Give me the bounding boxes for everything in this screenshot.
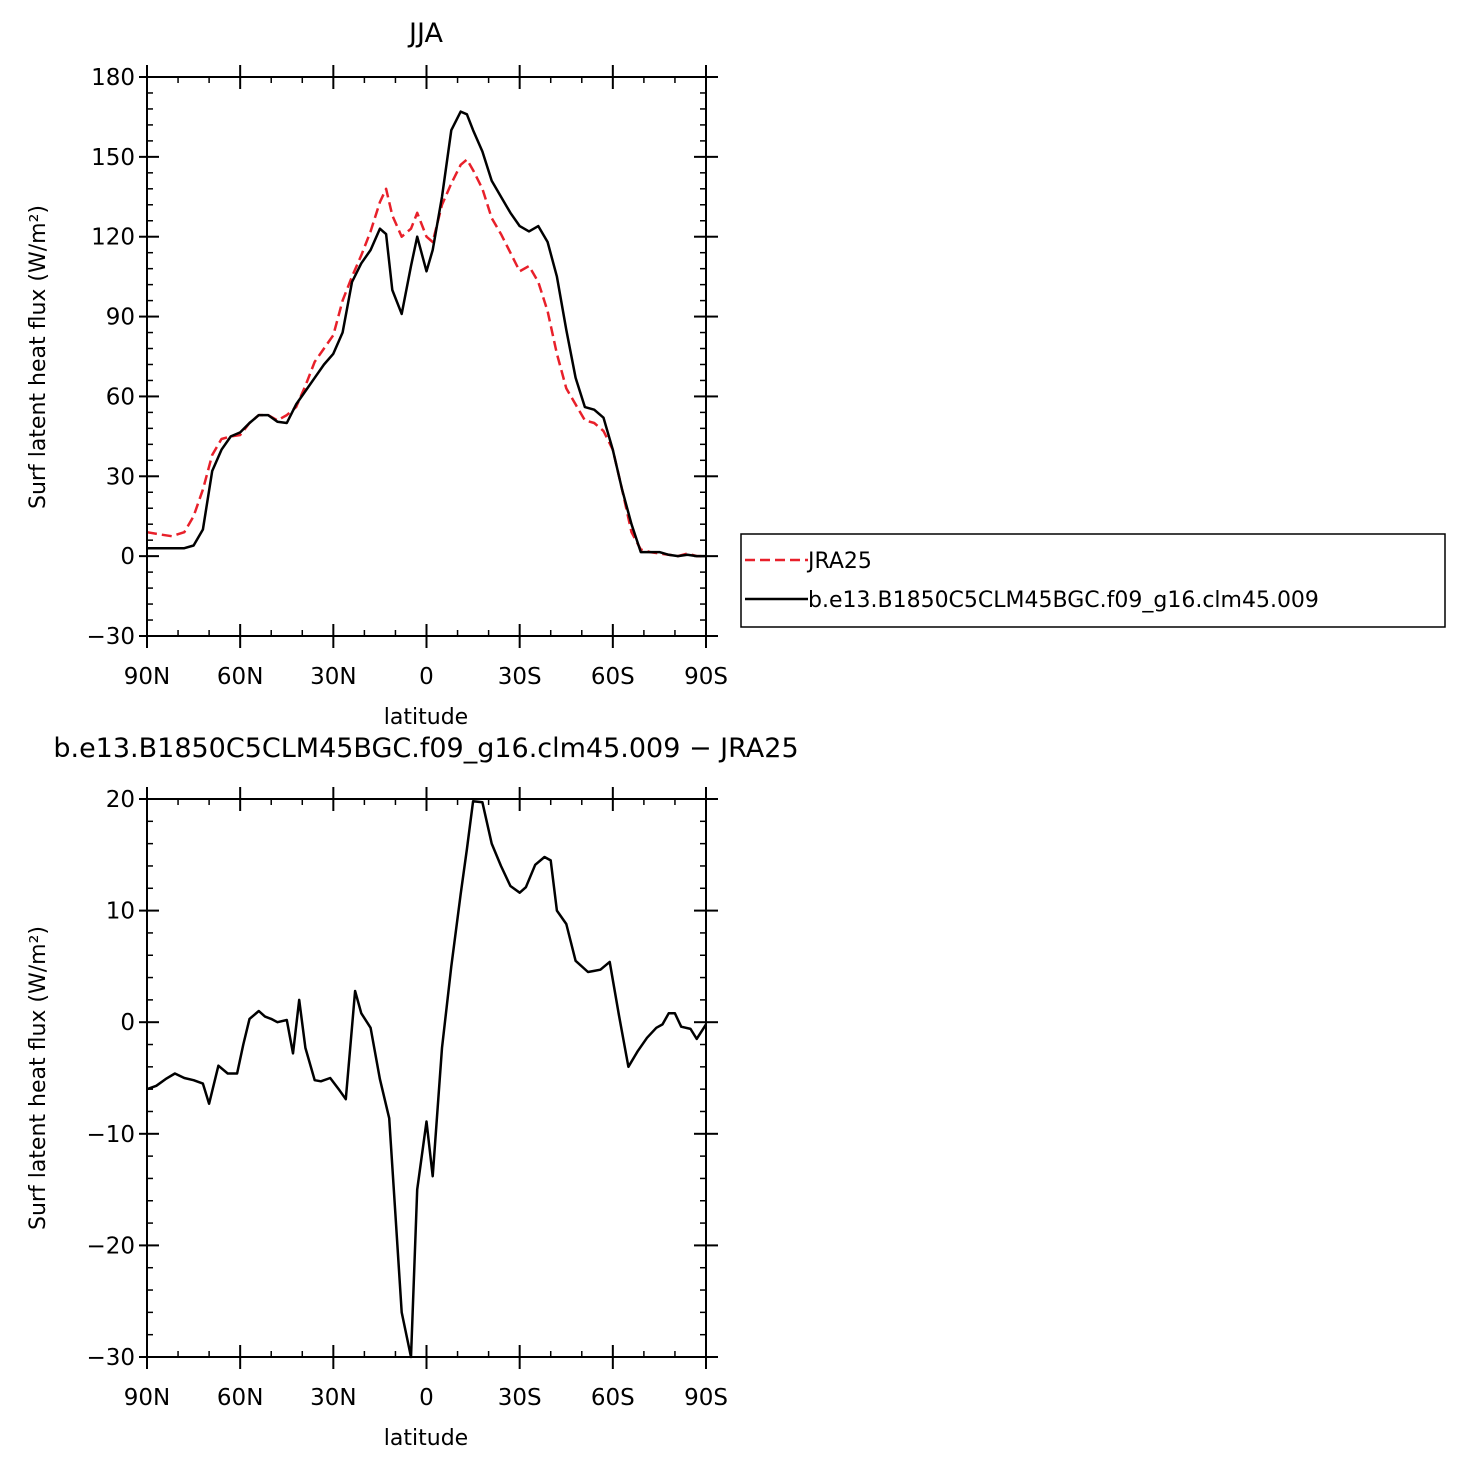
top-plot-frame <box>146 76 707 637</box>
bottom-xtick-label: 90S <box>684 1385 728 1411</box>
legend-box <box>740 533 1446 628</box>
bottom-ytick-label: −10 <box>86 1122 135 1148</box>
top-chart-title: JJA <box>407 18 443 49</box>
top-panel: JJA Surf latent heat flux (W/m²) latitud… <box>26 18 728 730</box>
top-xtick-label: 60S <box>591 664 635 690</box>
top-y-axis-label: Surf latent heat flux (W/m²) <box>26 205 51 509</box>
top-ytick-label: −30 <box>86 624 135 650</box>
top-series-lines <box>146 110 706 558</box>
legend: JRA25 b.e13.B1850C5CLM45BGC.f09_g16.clm4… <box>740 533 1446 628</box>
top-ytick-label: 150 <box>91 145 135 171</box>
bottom-ytick-label: −20 <box>86 1233 135 1259</box>
bottom-series-line-0 <box>146 799 708 1359</box>
top-xtick-label: 90S <box>684 664 728 690</box>
bottom-panel: b.e13.B1850C5CLM45BGC.f09_g16.clm45.009 … <box>26 733 799 1451</box>
top-ytick-label: 30 <box>106 464 135 490</box>
top-ytick-label: 90 <box>106 305 135 331</box>
top-xtick-label: 90N <box>124 664 170 690</box>
bottom-chart-title: b.e13.B1850C5CLM45BGC.f09_g16.clm45.009 … <box>53 733 798 764</box>
bottom-ytick-label: 0 <box>120 1010 135 1036</box>
top-series-line-0 <box>146 158 706 558</box>
bottom-xtick-label: 30N <box>310 1385 356 1411</box>
bottom-y-axis-label: Surf latent heat flux (W/m²) <box>26 926 51 1230</box>
bottom-ticks: 20 10 0 −10 −20 −30 90N 60N 30N 0 30S 60S 90S <box>86 787 728 1411</box>
bottom-xtick-label: 60N <box>217 1385 263 1411</box>
bottom-x-axis-label: latitude <box>384 1426 468 1451</box>
top-ytick-label: 60 <box>106 384 135 410</box>
top-xtick-label: 0 <box>419 664 434 690</box>
legend-label-model: b.e13.B1850C5CLM45BGC.f09_g16.clm45.009 <box>808 588 1319 613</box>
bottom-ytick-label: 20 <box>106 787 135 813</box>
top-x-axis-label: latitude <box>384 705 468 730</box>
top-xtick-label: 30S <box>498 664 542 690</box>
bottom-ytick-label: −30 <box>86 1345 135 1371</box>
legend-label-jra25: JRA25 <box>806 549 872 574</box>
bottom-xtick-label: 60S <box>591 1385 635 1411</box>
top-ytick-label: 180 <box>91 65 135 91</box>
bottom-xtick-label: 30S <box>498 1385 542 1411</box>
bottom-ytick-label: 10 <box>106 899 135 925</box>
top-ytick-label: 0 <box>120 544 135 570</box>
top-xtick-label: 30N <box>310 664 356 690</box>
bottom-plot-frame <box>146 798 707 1358</box>
bottom-series-lines <box>146 799 708 1359</box>
top-ticks: 180 150 120 90 60 30 0 −30 90N 60N 30N 0 30S 60S 90S <box>86 65 728 690</box>
top-xtick-label: 60N <box>217 664 263 690</box>
top-ytick-label: 120 <box>91 225 135 251</box>
bottom-xtick-label: 0 <box>419 1385 434 1411</box>
bottom-xtick-label: 90N <box>124 1385 170 1411</box>
top-series-line-1 <box>147 110 706 558</box>
